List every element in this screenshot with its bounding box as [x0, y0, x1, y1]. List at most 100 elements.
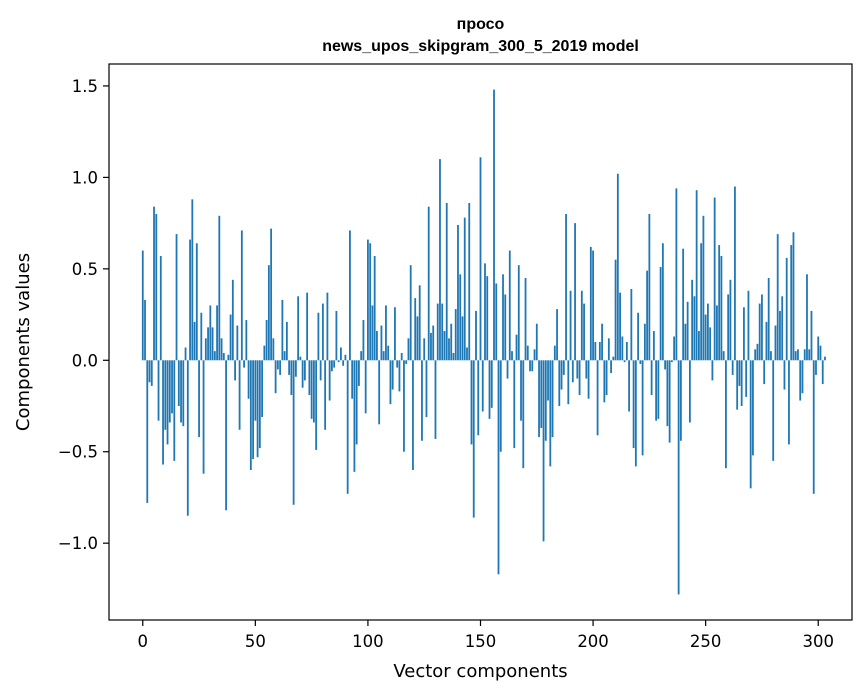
- bar: [452, 352, 455, 361]
- bar: [439, 159, 441, 361]
- bar: [279, 360, 282, 375]
- bar: [475, 310, 477, 361]
- bar: [779, 310, 781, 361]
- bar: [785, 257, 788, 361]
- y-axis-ticks: −1.0 −0.5 0.0 0.5 1.0 1.5: [58, 77, 109, 553]
- bar: [713, 197, 716, 361]
- bar: [623, 360, 626, 363]
- bar: [403, 360, 405, 452]
- bar: [412, 360, 414, 471]
- bar: [772, 360, 775, 461]
- bar: [513, 360, 516, 449]
- bar: [686, 301, 689, 361]
- bar: [745, 360, 748, 397]
- bar: [652, 331, 655, 361]
- bar: [346, 360, 349, 494]
- bar: [297, 296, 300, 361]
- bar: [799, 360, 802, 401]
- bar: [292, 360, 295, 505]
- bar: [218, 215, 221, 361]
- bar: [720, 256, 723, 361]
- bar: [646, 270, 649, 361]
- bar: [243, 360, 245, 368]
- bar: [578, 360, 581, 396]
- bar: [288, 360, 291, 375]
- bar: [466, 347, 468, 361]
- chart-title-word: просо: [457, 16, 505, 33]
- bar: [556, 309, 558, 361]
- bar: [362, 320, 365, 361]
- bar: [740, 360, 743, 407]
- x-tick-label: 200: [577, 632, 609, 651]
- bar: [303, 360, 306, 381]
- bar: [801, 360, 804, 394]
- bar: [529, 360, 531, 372]
- bar: [673, 336, 676, 361]
- bar: [677, 360, 680, 595]
- bar: [256, 360, 259, 458]
- bar: [385, 305, 387, 361]
- bar: [520, 360, 522, 421]
- bar-series: [141, 89, 826, 595]
- bar: [774, 325, 777, 361]
- bar: [770, 351, 772, 361]
- bar: [310, 360, 313, 419]
- bar: [560, 360, 563, 390]
- bar: [497, 360, 500, 575]
- bar: [493, 89, 495, 361]
- bar: [290, 360, 293, 396]
- bar: [204, 338, 207, 361]
- bar: [150, 360, 153, 386]
- bar: [157, 360, 160, 421]
- bar: [285, 321, 288, 361]
- bar: [664, 360, 667, 370]
- bar: [141, 250, 144, 361]
- bar: [538, 360, 540, 438]
- bar: [783, 360, 786, 390]
- bar: [684, 323, 687, 361]
- bar: [276, 360, 279, 370]
- bar: [189, 239, 191, 361]
- bar: [794, 351, 797, 361]
- bar: [267, 265, 270, 361]
- bar: [567, 360, 570, 405]
- bar: [481, 360, 484, 412]
- bar: [364, 360, 367, 414]
- bar: [373, 256, 376, 361]
- bar: [153, 206, 155, 361]
- bar: [610, 360, 612, 374]
- bar: [216, 305, 218, 361]
- bar: [443, 331, 446, 361]
- bar: [423, 338, 426, 361]
- bar: [175, 234, 178, 361]
- bar: [517, 265, 520, 361]
- bar: [736, 360, 739, 410]
- bar: [229, 314, 232, 361]
- bar: [418, 285, 421, 361]
- bar: [758, 303, 761, 361]
- bar: [306, 292, 309, 361]
- bar: [504, 294, 507, 361]
- bar: [425, 360, 428, 417]
- bar: [335, 310, 338, 361]
- bar: [639, 360, 642, 364]
- bar: [421, 360, 423, 441]
- bar: [738, 360, 741, 386]
- bar: [630, 288, 633, 361]
- bar: [461, 316, 464, 361]
- y-tick-label: −0.5: [58, 443, 98, 462]
- bar: [265, 320, 268, 361]
- bar: [391, 360, 394, 390]
- bar: [155, 213, 158, 361]
- bar: [571, 360, 574, 383]
- bar: [342, 360, 345, 366]
- bar: [240, 230, 243, 361]
- bar: [430, 332, 432, 361]
- bar: [450, 323, 453, 361]
- bar: [263, 345, 266, 361]
- bar: [558, 360, 561, 407]
- bar: [258, 360, 261, 449]
- x-tick-label: 50: [245, 632, 266, 651]
- bar: [321, 303, 324, 361]
- bar: [405, 360, 408, 364]
